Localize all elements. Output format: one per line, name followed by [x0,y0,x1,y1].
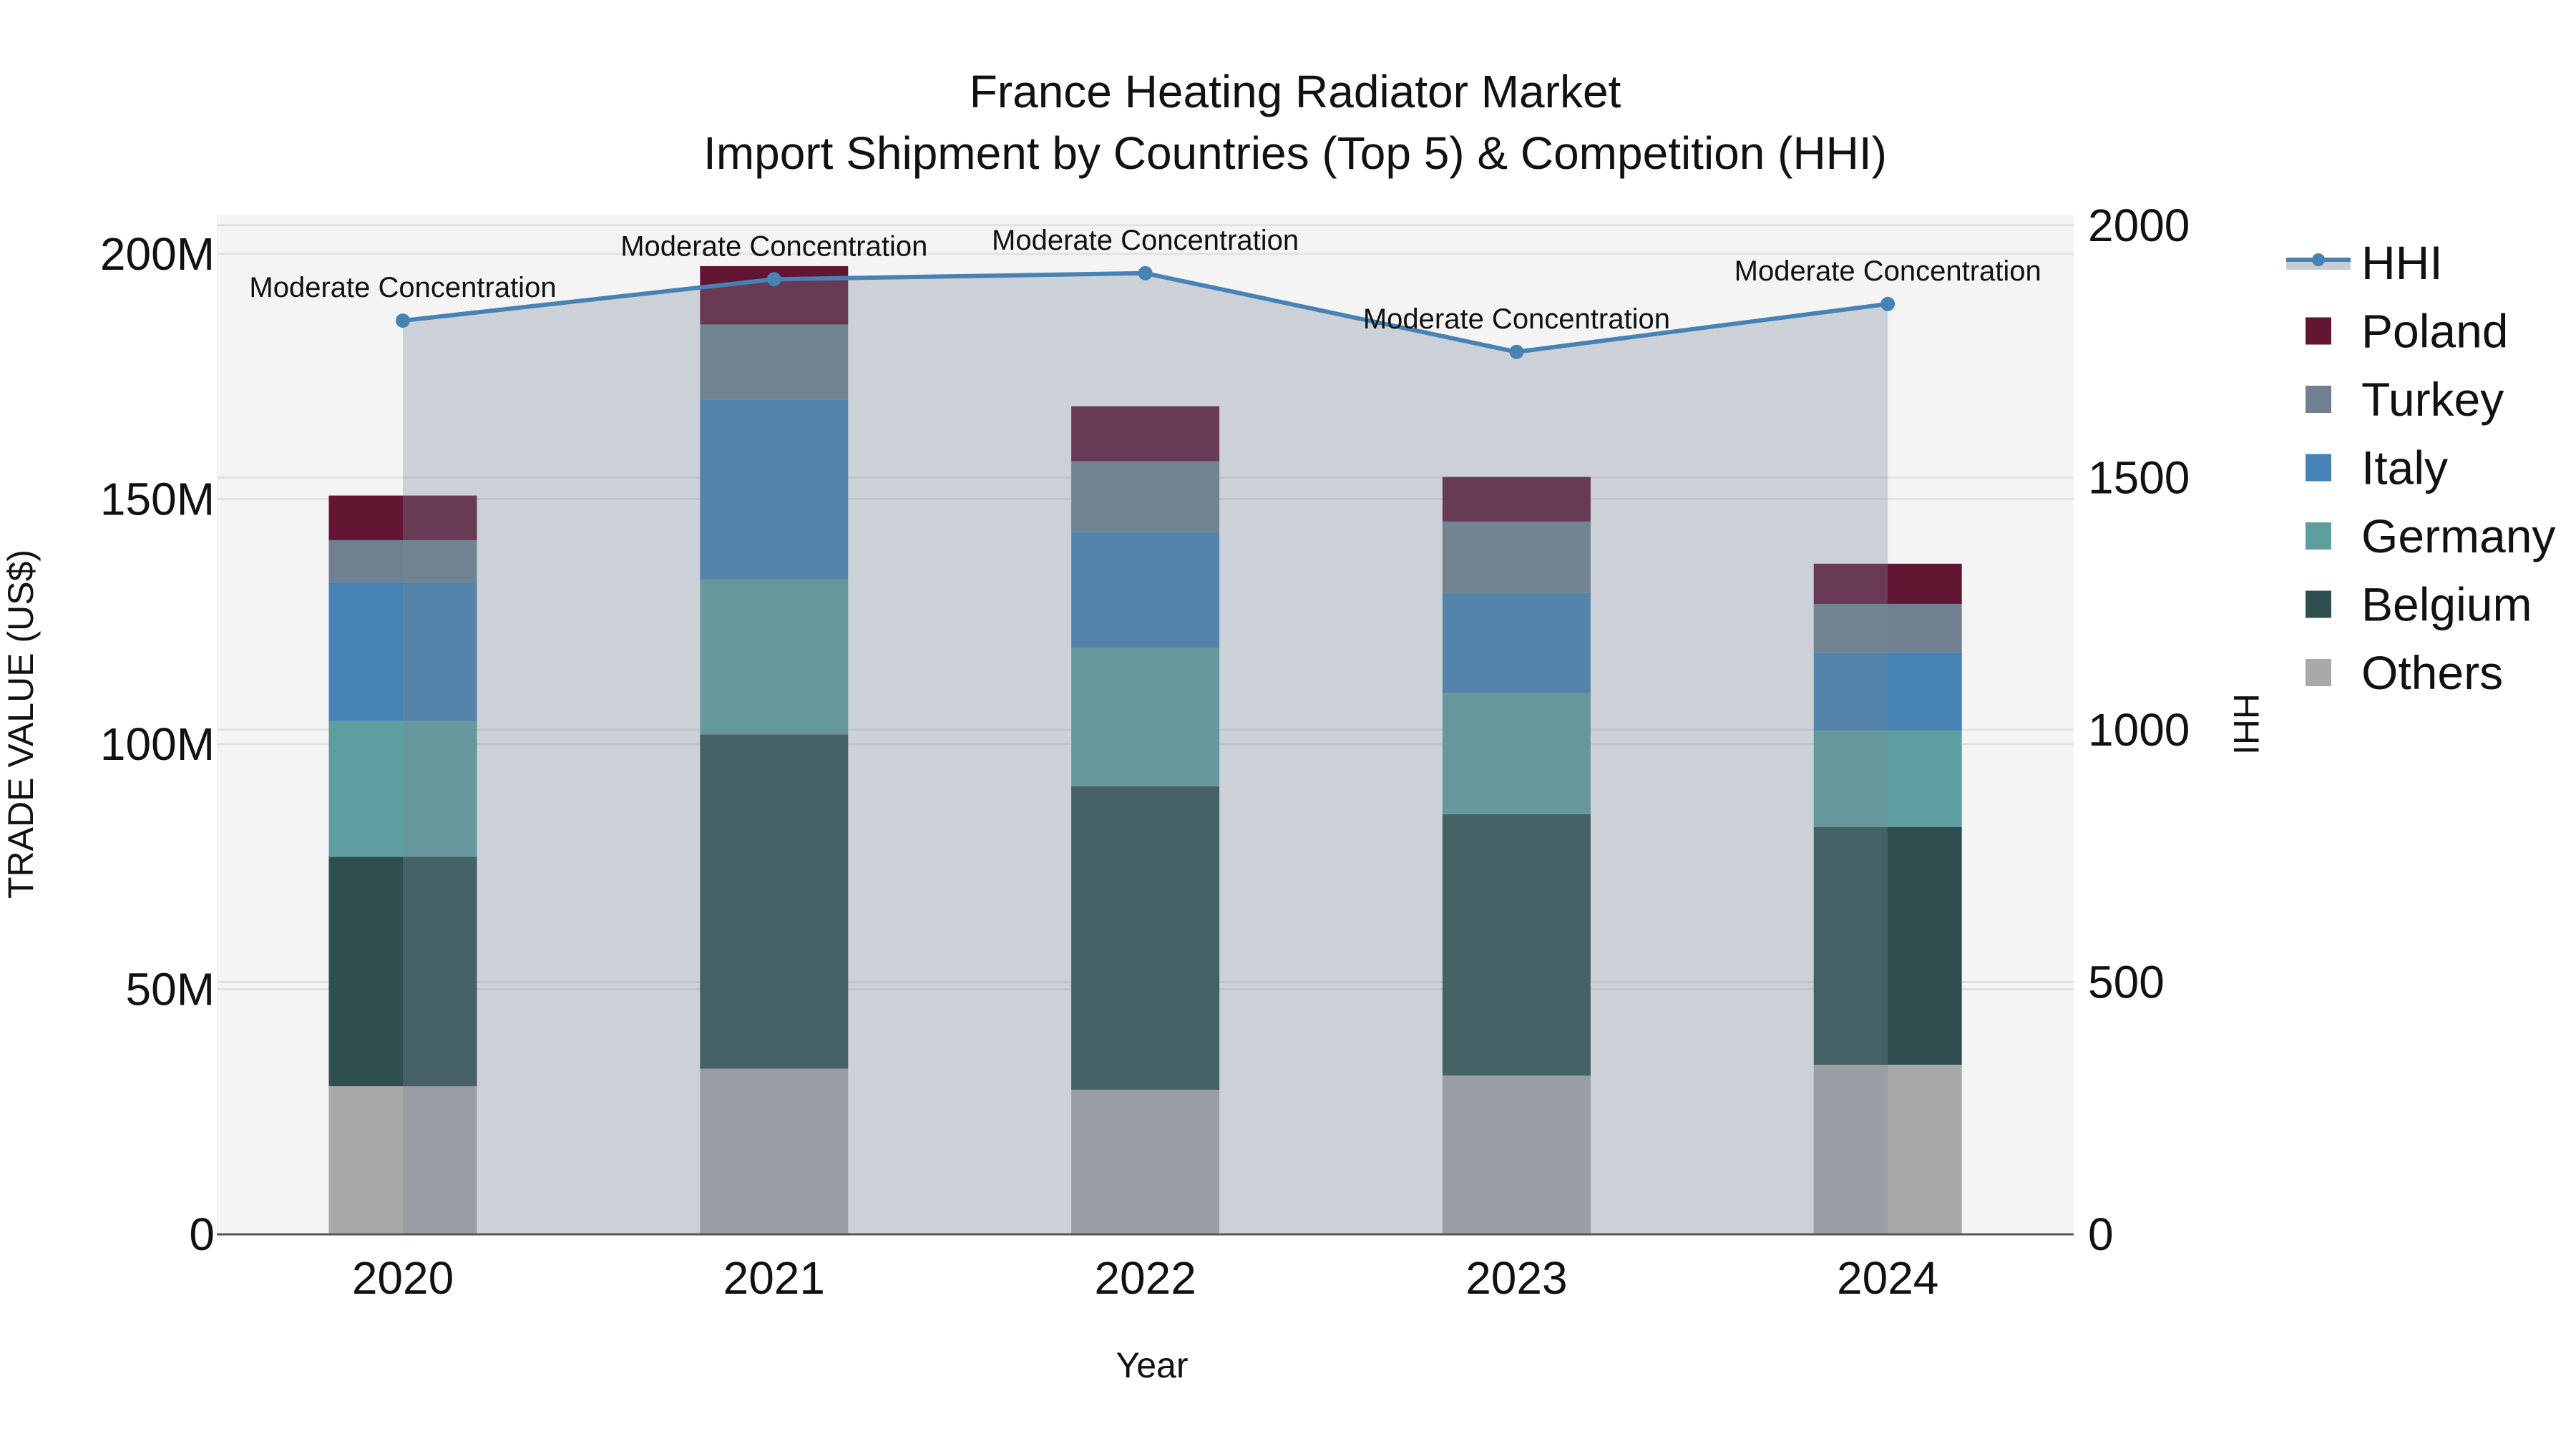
bar-segment-others [1442,1075,1591,1234]
bar-segment-poland [1442,477,1591,522]
legend-label: Italy [2361,441,2448,494]
y-right-tick-label: 0 [2088,1209,2114,1260]
y-right-tick-label: 2000 [2088,200,2190,251]
bar-segment-germany [700,580,849,735]
bar-segment-germany [1071,648,1220,786]
hhi-annotation: Moderate Concentration [1363,303,1670,335]
bar-stack-2020 [328,495,477,1234]
hhi-marker [1509,344,1524,359]
bar-segment-turkey [1813,603,1962,653]
bar-segment-poland [1071,406,1220,462]
hhi-area-fill [403,273,1888,1234]
bar-stack-2022 [1071,406,1220,1234]
bar-segment-germany [1442,693,1591,814]
bar-segment-italy [1442,592,1591,693]
legend-label: Others [2361,646,2503,699]
legend-item-italy: Italy [2306,441,2448,494]
y-axis-left-ticks: 0 50M 100M 150M 200M [100,228,215,1260]
bar-stack-2023 [1442,477,1591,1234]
legend-swatch-icon [2306,522,2331,550]
x-tick-label: 2024 [1837,1252,1938,1304]
legend-swatch-icon [2306,386,2331,413]
hhi-marker [1138,265,1153,280]
y-right-tick-label: 1000 [2088,704,2190,756]
x-axis-ticks: 2020 2021 2022 2023 2024 [352,1252,1939,1304]
legend-swatch-icon [2306,659,2331,686]
bar-segment-italy [1813,652,1962,731]
x-tick-label: 2021 [723,1252,825,1304]
chart-title: France Heating Radiator Market [970,66,1621,117]
bar-segment-poland [1813,563,1962,604]
bar-stacks [328,265,1962,1234]
hhi-series: Moderate Concentration Moderate Concentra… [249,225,2041,1234]
x-axis-title: Year [1116,1345,1188,1385]
hhi-annotation: Moderate Concentration [1735,255,2041,287]
legend-item-germany: Germany [2306,509,2555,562]
bar-segment-others [1813,1064,1962,1234]
legend-item-hhi: HHI [2286,236,2443,289]
legend-item-others: Others [2306,646,2503,699]
y-axis-right-ticks: 0 500 1000 1500 2000 [2088,200,2190,1260]
legend-label: Turkey [2361,373,2504,426]
legend: HHI Poland Turkey Italy Germany Belgium Others [2286,236,2555,699]
chart-subtitle: Import Shipment by Countries (Top 5) & C… [703,127,1887,179]
hhi-marker [1880,296,1896,311]
bar-segment-italy [328,582,477,721]
y-right-tick-label: 500 [2088,956,2165,1008]
y-axis-left-title: TRADE VALUE (US$) [1,550,41,899]
bar-segment-poland [328,495,477,540]
bar-segment-turkey [1442,521,1591,593]
bar-segment-turkey [700,324,849,400]
hhi-marker [396,313,410,328]
bar-segment-turkey [328,540,477,582]
y-axis-right-title: HHI [2226,693,2266,755]
bar-segment-germany [328,721,477,857]
hhi-marker [766,272,781,287]
y-right-tick-label: 1500 [2088,452,2190,503]
x-tick-label: 2022 [1094,1252,1196,1304]
bar-segment-germany [1813,730,1962,827]
legend-label: Poland [2361,305,2509,358]
bar-stack-2021 [700,265,849,1234]
legend-swatch-icon [2306,317,2331,345]
y-left-tick-label: 0 [189,1209,215,1260]
hhi-annotation: Moderate Concentration [620,230,927,262]
bar-segment-others [700,1068,849,1234]
bar-segment-belgium [1071,786,1220,1090]
legend-label: HHI [2361,236,2443,289]
legend-swatch-icon [2306,454,2331,482]
bar-segment-belgium [700,734,849,1069]
x-tick-label: 2020 [352,1252,454,1304]
hhi-annotation: Moderate Concentration [992,225,1299,256]
y-left-tick-label: 100M [100,718,215,770]
bar-segment-italy [1071,532,1220,648]
legend-item-belgium: Belgium [2306,578,2532,631]
x-tick-label: 2023 [1465,1252,1567,1304]
bar-segment-others [328,1086,477,1234]
bar-segment-turkey [1071,461,1220,532]
bar-segment-belgium [1813,826,1962,1065]
legend-label: Belgium [2361,578,2532,631]
bar-segment-others [1071,1089,1220,1234]
bar-segment-belgium [328,857,477,1087]
legend-label: Germany [2361,509,2555,562]
legend-swatch-icon [2306,590,2331,618]
legend-item-turkey: Turkey [2306,373,2504,426]
hhi-annotation: Moderate Concentration [249,272,556,303]
legend-item-poland: Poland [2306,305,2509,358]
y-left-tick-label: 200M [100,228,215,280]
legend-hhi-marker-icon [2312,253,2325,266]
bar-stack-2024 [1813,563,1962,1234]
y-left-tick-label: 50M [126,963,215,1015]
y-left-tick-label: 150M [100,473,215,525]
bar-segment-belgium [1442,814,1591,1076]
bar-segment-italy [700,399,849,580]
